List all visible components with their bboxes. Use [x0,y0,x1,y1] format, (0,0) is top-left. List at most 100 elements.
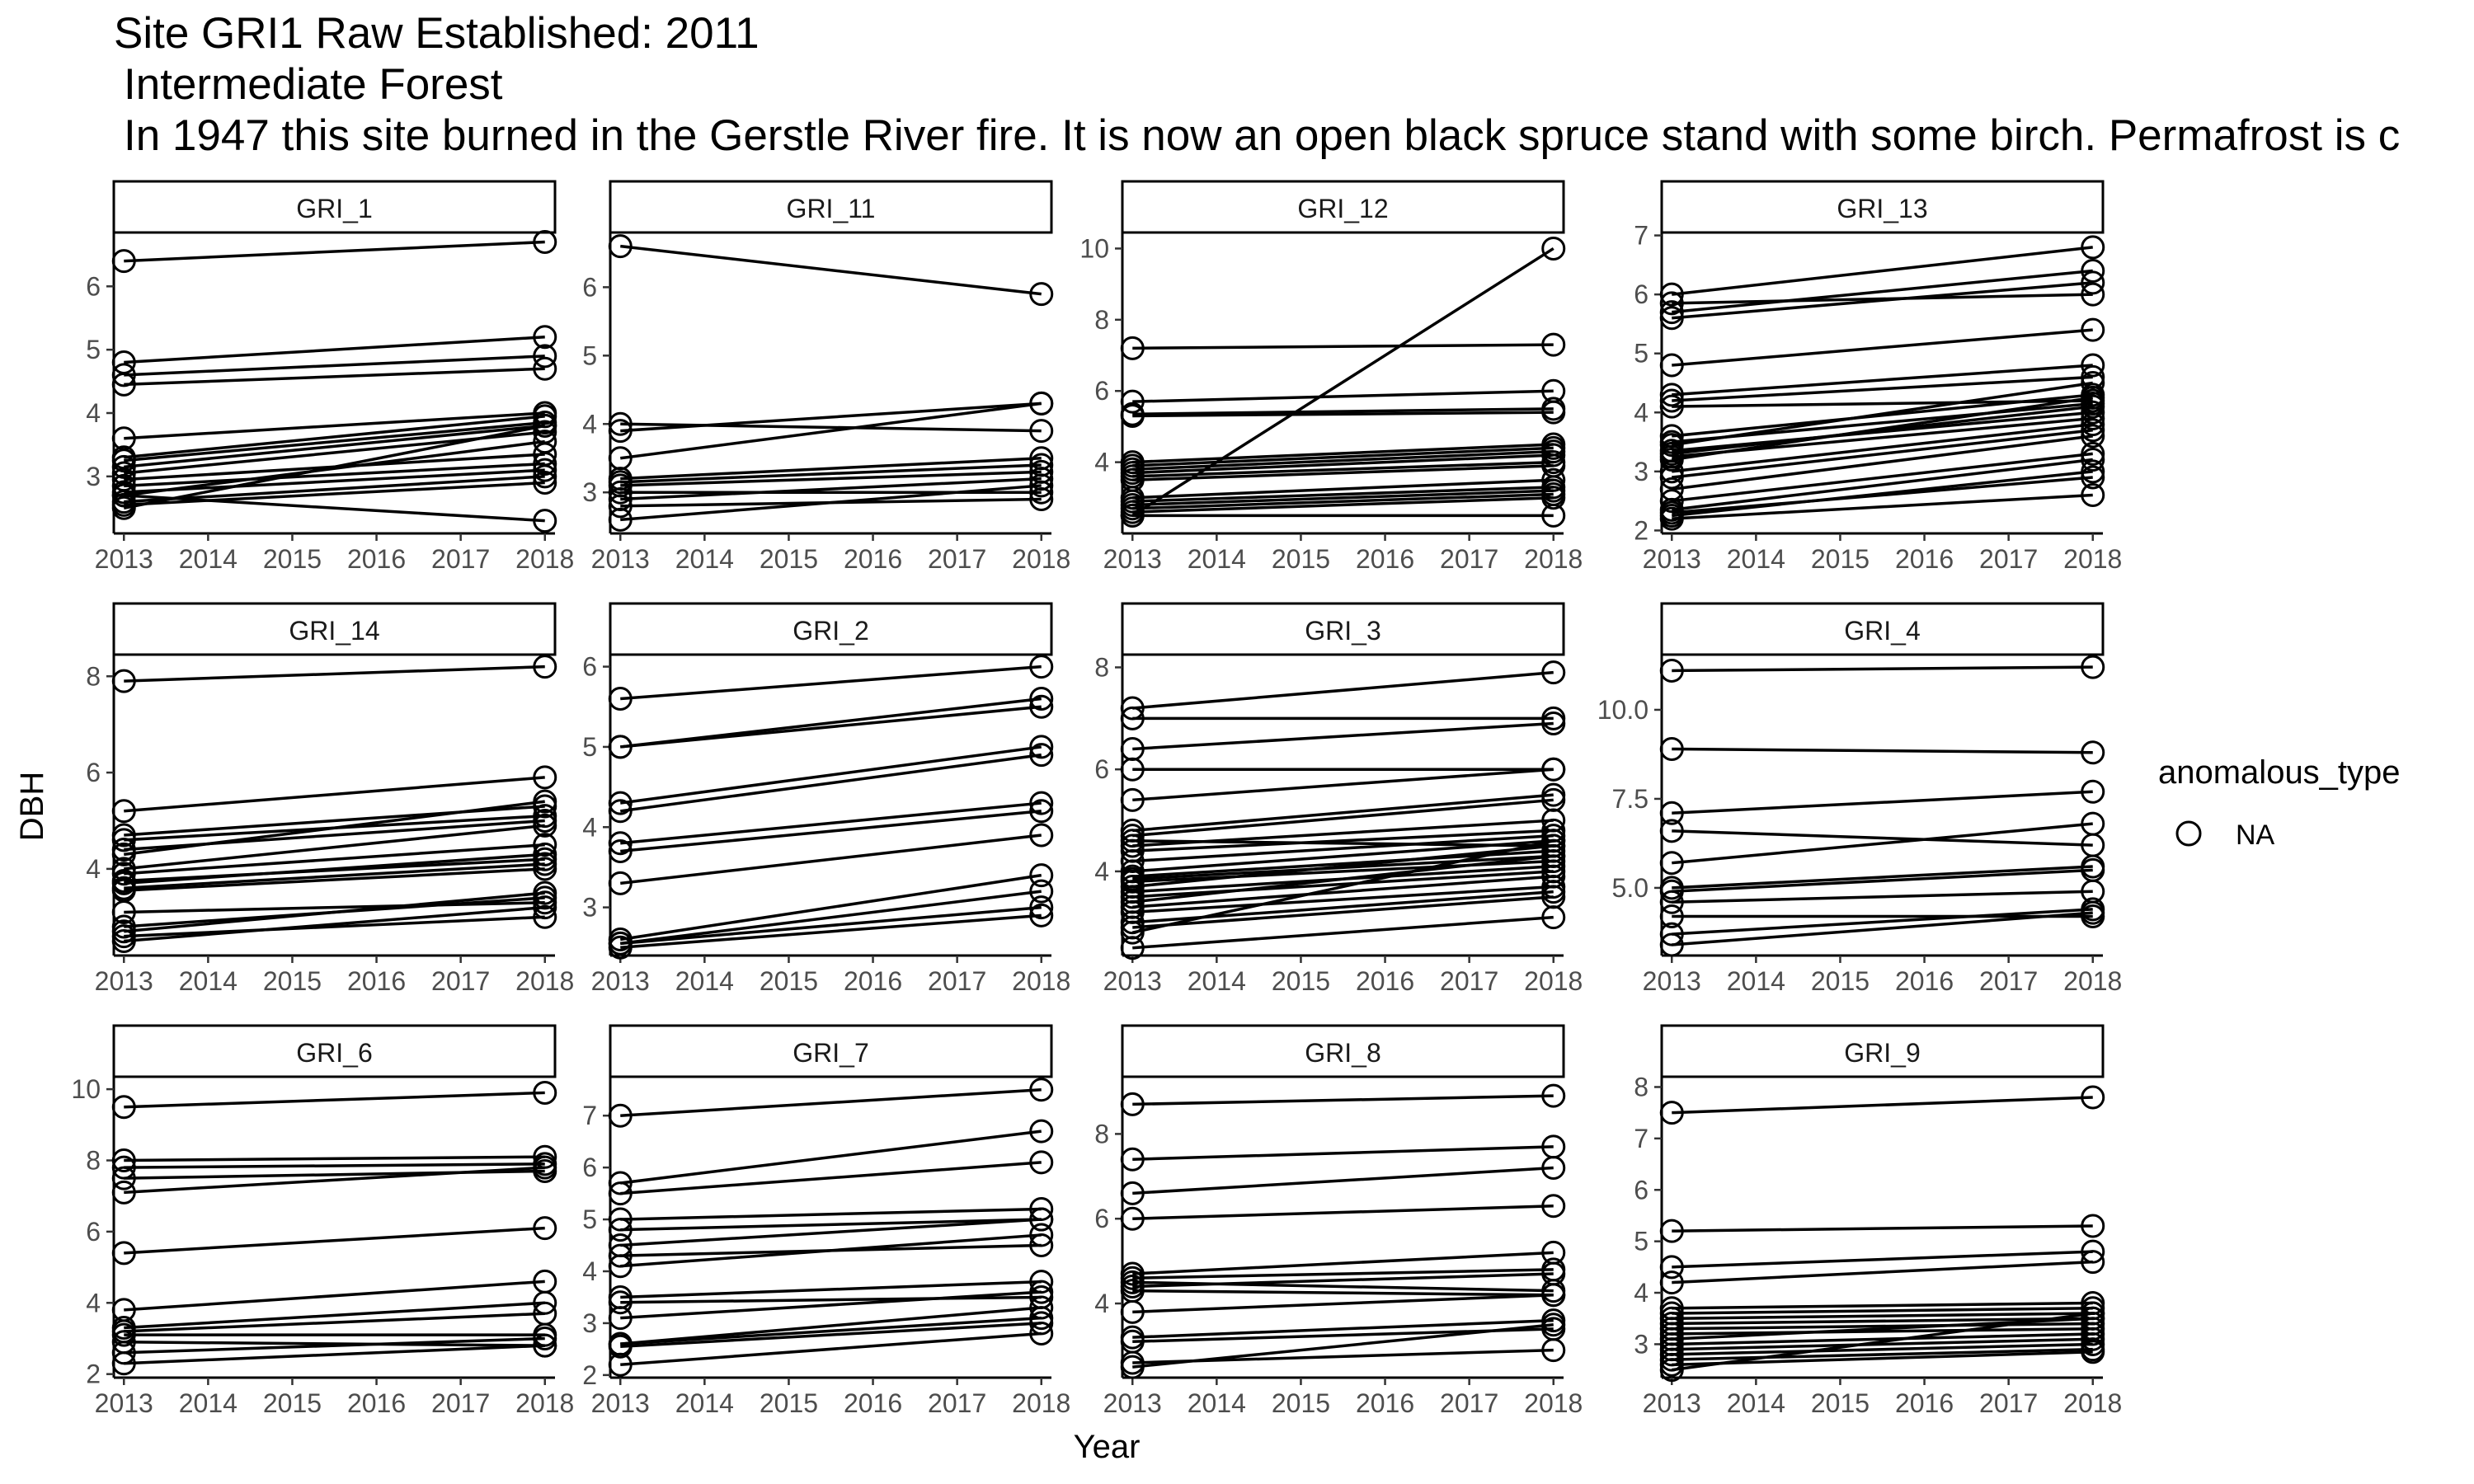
tree-series-line [124,867,545,892]
tree-series-line [620,705,1042,749]
tree-series [1659,482,2105,531]
y-tick-label: 4 [1094,1289,1109,1318]
y-tick-label: 3 [582,1308,597,1338]
point-2013 [1120,503,1145,528]
x-tick-label: 2014 [179,1388,238,1418]
tree-series-line [620,457,1042,481]
point-2013 [608,1352,633,1377]
tree-series-line [1132,443,1554,464]
point-2013 [608,1218,633,1242]
point-2013 [111,363,136,387]
tree-series-line [1132,670,1554,710]
point-2013 [1659,1358,1684,1383]
point-2018 [1029,1150,1054,1175]
tree-series-line [1132,819,1554,848]
point-2013 [1659,1219,1684,1243]
x-tick-label: 2016 [1356,544,1414,574]
tree-series-line [124,420,545,463]
y-tick-label: 7 [1634,1124,1649,1153]
facet-strip [112,1024,557,1078]
point-2018 [533,325,557,350]
x-tick-label: 2015 [760,966,818,996]
tree-series-line [1672,1096,2093,1115]
x-tick-label: 2016 [347,544,406,574]
point-2013 [608,935,633,960]
point-2018 [1029,687,1054,711]
facet-gri-8: GRI_8 2013 2014 2015 2016 2017 2018 4 6 8 [1094,1024,1583,1418]
y-tick-label: 6 [582,652,597,682]
point-2018 [533,344,557,369]
facet-strip [1660,602,2105,656]
x-tick-label: 2017 [928,966,986,996]
point-2018 [2081,441,2105,466]
x-tick-label: 2017 [1979,1388,2038,1418]
tree-series [608,694,1054,759]
x-tick-label: 2015 [1272,544,1330,574]
x-tick-label: 2016 [844,544,902,574]
point-2013 [608,494,633,519]
y-tick-label: 5 [582,340,597,370]
tree-series-line [1672,665,2093,673]
point-2013 [608,735,633,759]
tree-series-line [124,915,545,938]
y-tick-label: 5 [1634,1227,1649,1256]
tree-series-line [1132,446,1554,467]
x-tick-label: 2014 [1188,544,1246,574]
tree-series-line [124,481,545,507]
tree-series [1659,259,2105,325]
point-2018 [1541,1083,1566,1108]
x-tick-label: 2018 [515,544,574,574]
tree-series-line [1671,396,2094,462]
tree-series-line [620,665,1042,701]
tree-series-line [1132,1145,1554,1161]
point-2018 [533,464,557,489]
tree-series-line [1132,870,1554,899]
x-tick-label: 2014 [179,966,238,996]
tree-series [608,655,1054,711]
tree-series-line [1132,915,1554,950]
tree-series-line [620,463,1042,484]
point-2013 [1120,1147,1145,1172]
x-tick-label: 2013 [591,966,650,996]
tree-series-line [124,1155,545,1162]
point-2013 [1120,1299,1145,1324]
tree-series [1120,1083,1566,1116]
point-2018 [2081,482,2105,507]
tree-series-line [1132,1166,1554,1195]
point-2018 [2081,317,2105,342]
x-tick-label: 2013 [95,1388,153,1418]
y-tick-label: 6 [1634,1175,1649,1205]
tree-series [111,857,557,903]
point-2013 [1659,506,1684,531]
y-tick-label: 6 [86,271,101,301]
point-2018 [1029,735,1054,759]
tree-series-line [124,1162,545,1169]
tree-series-line [620,810,1042,853]
x-tick-label: 2013 [1103,1388,1162,1418]
tree-series [1659,270,2105,331]
point-2018 [2081,424,2105,448]
x-tick-label: 2018 [515,1388,574,1418]
tree-series-line [1131,247,1554,517]
tree-series-line [1672,1337,2093,1351]
point-2013 [111,448,136,473]
tree-series-line [620,402,1042,433]
y-tick-label: 4 [1634,1278,1649,1308]
y-tick-label: 4 [1094,448,1109,477]
tree-series-line [620,913,1042,950]
point-2013 [608,799,633,824]
tree-series-line [1672,1342,2093,1356]
y-tick-label: 5 [582,732,597,762]
point-2013 [1659,922,1684,946]
tree-series [111,1326,557,1365]
tree-series-line [1132,411,1554,418]
tree-series-line [620,1280,1042,1299]
tree-series-line [620,1306,1042,1345]
chart-subtitle-line-2: In 1947 this site burned in the Gerstle … [124,111,2401,160]
y-tick-label: 8 [86,1146,101,1176]
tree-series-line [1672,1250,2093,1269]
point-2018 [1029,487,1054,512]
point-2018 [533,895,557,920]
y-tick-label: 6 [1094,754,1109,784]
